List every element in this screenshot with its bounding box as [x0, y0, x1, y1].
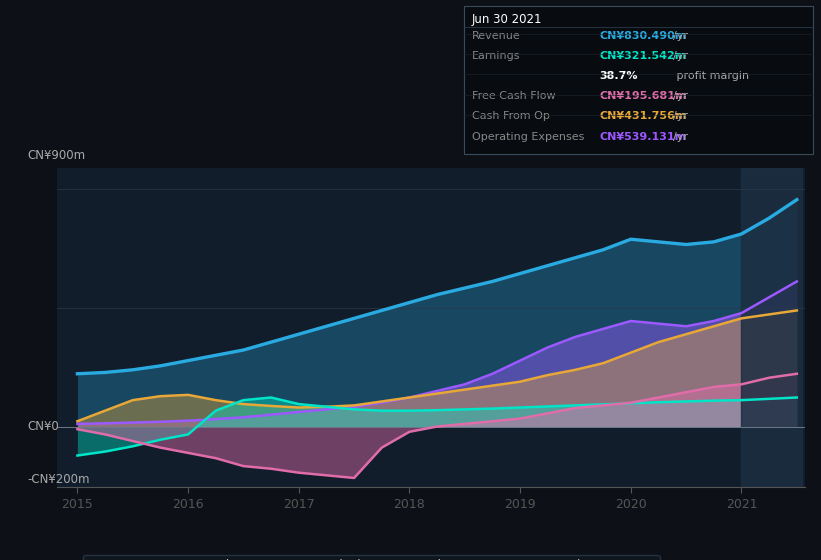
Text: CN¥195.681m: CN¥195.681m	[599, 91, 687, 101]
Text: CN¥830.490m: CN¥830.490m	[599, 31, 686, 41]
Text: -CN¥200m: -CN¥200m	[28, 473, 90, 486]
Text: Operating Expenses: Operating Expenses	[472, 132, 585, 142]
Text: 38.7%: 38.7%	[599, 71, 638, 81]
Bar	[741, 168, 802, 487]
Text: CN¥431.756m: CN¥431.756m	[599, 111, 686, 122]
Text: /yr: /yr	[673, 91, 688, 101]
Text: /yr: /yr	[673, 111, 688, 122]
Text: Jun 30 2021: Jun 30 2021	[472, 13, 543, 26]
Text: Free Cash Flow: Free Cash Flow	[472, 91, 556, 101]
Text: Cash From Op: Cash From Op	[472, 111, 550, 122]
Text: CN¥539.131m: CN¥539.131m	[599, 132, 686, 142]
Text: Revenue: Revenue	[472, 31, 521, 41]
Text: CN¥900m: CN¥900m	[28, 149, 85, 162]
Text: profit margin: profit margin	[673, 71, 750, 81]
Text: CN¥321.542m: CN¥321.542m	[599, 51, 686, 61]
Legend: Revenue, Earnings, Free Cash Flow, Cash From Op, Operating Expenses: Revenue, Earnings, Free Cash Flow, Cash …	[83, 554, 660, 560]
Text: Earnings: Earnings	[472, 51, 521, 61]
Text: /yr: /yr	[673, 31, 688, 41]
Text: CN¥0: CN¥0	[28, 420, 59, 433]
Text: /yr: /yr	[673, 51, 688, 61]
Text: /yr: /yr	[673, 132, 688, 142]
